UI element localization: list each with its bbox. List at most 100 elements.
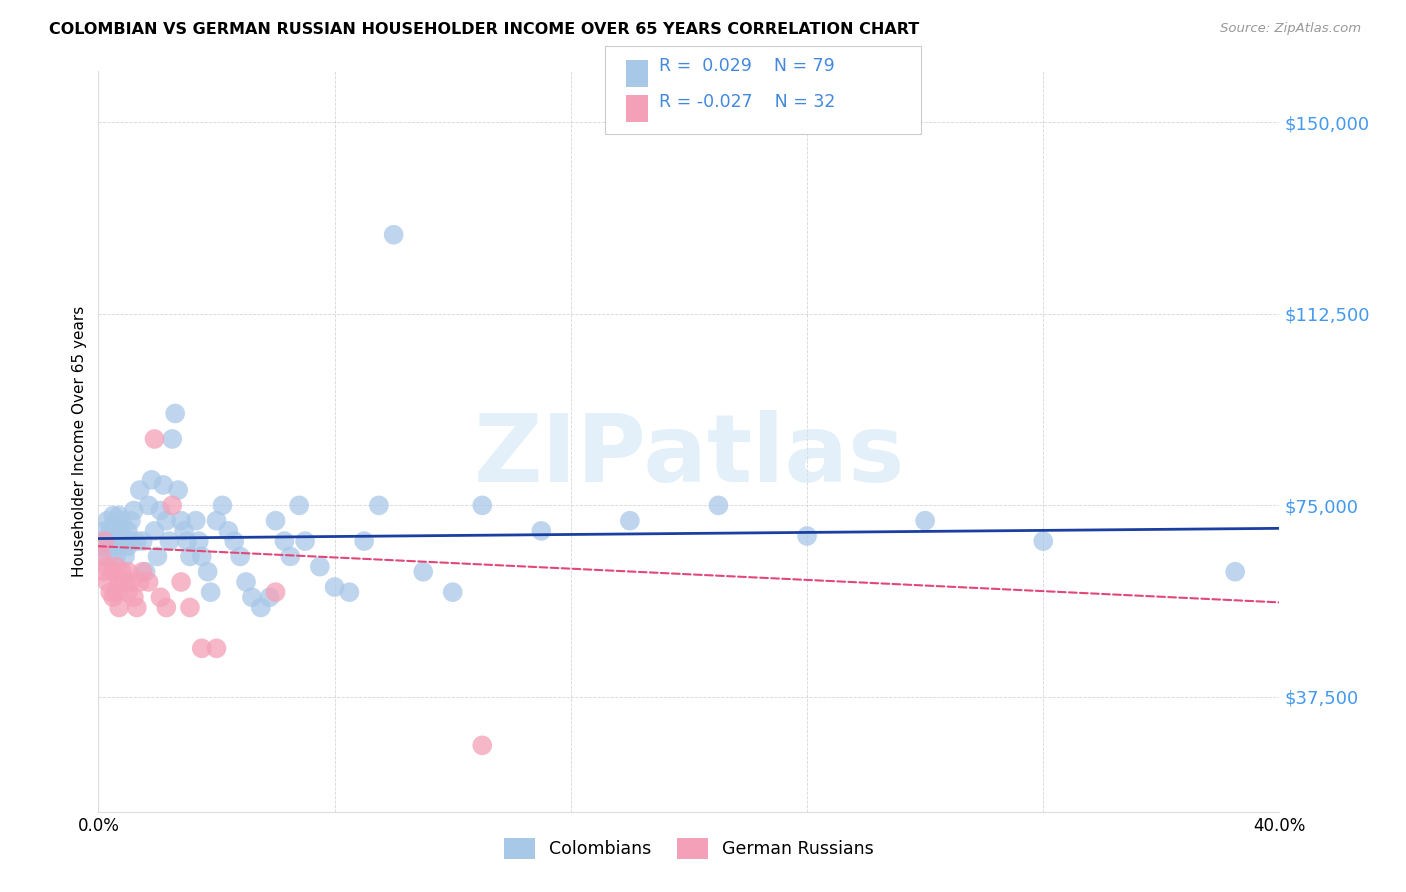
Point (1032, 534, 1054, 549)
Point (141, 473, 163, 487)
Text: R = -0.027    N = 32: R = -0.027 N = 32 (659, 93, 835, 112)
Point (211, 499, 233, 513)
Point (96, 514, 118, 528)
Point (105, 534, 128, 549)
Point (294, 534, 316, 549)
Point (264, 585, 287, 599)
Point (205, 641, 228, 656)
Point (273, 534, 295, 549)
Point (155, 600, 177, 615)
Point (155, 514, 177, 528)
Point (135, 565, 157, 579)
Point (105, 549, 128, 564)
Point (98, 534, 121, 549)
Point (93, 534, 115, 549)
Point (619, 514, 641, 528)
Point (412, 565, 434, 579)
Point (120, 514, 142, 528)
Point (530, 524, 553, 538)
Point (117, 524, 139, 538)
Point (111, 565, 134, 579)
Point (138, 574, 160, 589)
Text: ZIPatlas: ZIPatlas (474, 410, 904, 502)
Point (149, 503, 172, 517)
Point (165, 407, 187, 421)
Point (179, 600, 201, 615)
Point (93, 524, 115, 538)
Point (914, 514, 936, 528)
Point (176, 534, 198, 549)
Point (103, 565, 125, 579)
Legend: Colombians, German Russians: Colombians, German Russians (496, 831, 882, 866)
Point (264, 514, 287, 528)
Point (98, 524, 121, 538)
Point (382, 227, 405, 242)
Point (90, 549, 112, 564)
Point (108, 508, 131, 523)
Point (146, 549, 169, 564)
Point (138, 499, 160, 513)
Point (105, 585, 128, 599)
Point (90, 534, 112, 549)
Point (128, 483, 150, 497)
Point (122, 591, 145, 605)
Point (96, 574, 118, 589)
Point (323, 580, 346, 594)
Point (184, 514, 207, 528)
Point (205, 514, 228, 528)
Point (240, 591, 263, 605)
Point (250, 600, 273, 615)
Point (132, 565, 155, 579)
Point (98, 585, 121, 599)
Point (132, 534, 155, 549)
Point (96, 559, 118, 574)
Point (149, 591, 172, 605)
Text: COLOMBIAN VS GERMAN RUSSIAN HOUSEHOLDER INCOME OVER 65 YEARS CORRELATION CHART: COLOMBIAN VS GERMAN RUSSIAN HOUSEHOLDER … (49, 22, 920, 37)
Point (353, 534, 375, 549)
Point (224, 534, 246, 549)
Point (143, 432, 166, 446)
Point (339, 585, 361, 599)
Point (117, 539, 139, 553)
Point (197, 565, 219, 579)
Point (93, 539, 115, 553)
Point (103, 518, 125, 533)
Point (103, 539, 125, 553)
Point (162, 432, 183, 446)
Y-axis label: Householder Income Over 65 years: Householder Income Over 65 years (72, 306, 87, 577)
Point (229, 549, 252, 564)
Point (111, 514, 134, 528)
Point (103, 591, 125, 605)
Point (280, 549, 302, 564)
Point (108, 574, 131, 589)
Point (114, 574, 136, 589)
Point (125, 600, 148, 615)
Point (108, 600, 131, 615)
Point (117, 565, 139, 579)
Point (368, 499, 391, 513)
Point (1225, 565, 1247, 579)
Point (122, 503, 145, 517)
Point (309, 559, 332, 574)
Point (179, 549, 201, 564)
Point (796, 529, 818, 543)
Text: R =  0.029    N = 79: R = 0.029 N = 79 (659, 57, 835, 76)
Point (111, 529, 134, 543)
Point (471, 499, 494, 513)
Point (235, 574, 257, 589)
Point (167, 483, 190, 497)
Point (114, 549, 136, 564)
Point (259, 591, 281, 605)
Point (128, 574, 150, 589)
Point (191, 641, 214, 656)
Point (471, 739, 494, 753)
Point (103, 508, 125, 523)
Point (187, 534, 209, 549)
Point (170, 574, 193, 589)
Point (120, 534, 142, 549)
Point (152, 478, 174, 492)
Point (162, 499, 183, 513)
Point (96, 549, 118, 564)
Point (108, 539, 131, 553)
Point (93, 565, 115, 579)
